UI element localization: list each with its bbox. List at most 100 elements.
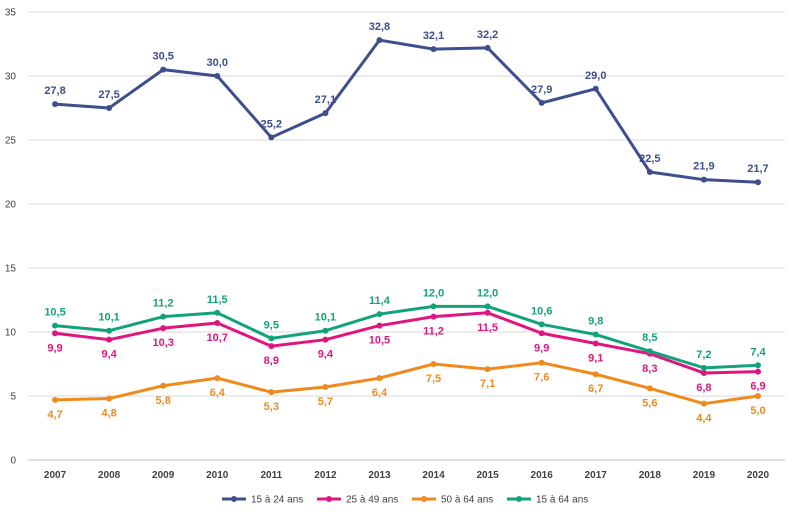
data-label: 5,3 [264, 401, 279, 413]
data-point [322, 327, 329, 334]
data-label: 4,4 [696, 413, 712, 425]
x-tick-label: 2018 [639, 470, 662, 481]
x-tick-label: 2017 [585, 470, 608, 481]
data-point [484, 44, 491, 51]
data-point [754, 368, 761, 375]
data-point [430, 361, 437, 367]
x-tick-label: 2009 [152, 470, 175, 481]
data-point [160, 66, 167, 73]
x-tick-label: 2011 [260, 470, 282, 481]
data-label: 9,9 [47, 342, 62, 354]
x-tick-label: 2015 [476, 470, 499, 481]
data-point [700, 364, 707, 371]
data-point [700, 369, 707, 376]
data-point [214, 375, 221, 382]
x-tick-label: 2012 [314, 470, 337, 481]
data-point [52, 396, 59, 403]
data-point [538, 99, 545, 106]
data-label: 7,5 [426, 373, 441, 385]
x-tick-label: 2020 [747, 470, 770, 481]
series-line [55, 361, 759, 406]
data-point [592, 85, 599, 92]
data-label: 22,5 [639, 153, 660, 165]
y-tick-label: 35 [5, 8, 17, 19]
data-label: 21,9 [693, 161, 714, 173]
data-label: 11,2 [423, 326, 444, 338]
legend-marker [326, 496, 332, 502]
data-point [268, 389, 275, 396]
data-label: 6,4 [372, 387, 388, 399]
data-label: 10,7 [207, 332, 228, 344]
series-3 [52, 303, 761, 371]
series-0 [52, 37, 761, 186]
data-point [538, 330, 545, 337]
data-point [538, 321, 545, 328]
data-point [52, 322, 59, 329]
data-point [484, 303, 491, 310]
data-point [754, 362, 761, 369]
data-label: 10,5 [44, 307, 65, 319]
data-label: 10,5 [369, 335, 390, 347]
legend-label: 25 à 49 ans [346, 495, 398, 506]
data-label: 6,8 [696, 382, 711, 394]
legend-marker [231, 496, 237, 502]
data-point [376, 311, 383, 318]
data-label: 8,3 [642, 363, 657, 375]
data-label: 30,0 [207, 57, 228, 69]
legend-item: 25 à 49 ans [317, 495, 398, 506]
data-label: 7,1 [480, 378, 495, 390]
data-point [646, 385, 653, 392]
data-label: 11,5 [207, 294, 228, 306]
data-point [106, 336, 113, 343]
series-lines [52, 37, 761, 407]
data-label: 9,5 [264, 319, 279, 331]
data-label: 6,4 [210, 387, 226, 399]
data-point [646, 169, 653, 175]
data-label: 27,8 [44, 85, 65, 97]
data-point [106, 327, 113, 334]
x-tick-label: 2007 [44, 470, 67, 481]
legend: 15 à 24 ans 25 à 49 ans 50 à 64 ans 15 à 64… [222, 495, 588, 506]
data-label: 10,1 [98, 312, 119, 324]
x-axis: 2007 2008 2009 2010 2011 2012 2013 2014 2015 2016… [28, 459, 785, 481]
data-label: 25,2 [261, 118, 282, 130]
data-point [322, 110, 329, 117]
data-label: 32,2 [477, 29, 498, 41]
data-point [430, 303, 437, 310]
series-2 [52, 359, 761, 407]
data-label: 5,6 [642, 397, 657, 409]
data-label: 7,6 [534, 372, 549, 384]
data-point [322, 336, 329, 343]
data-label: 7,4 [750, 346, 766, 358]
x-tick-label: 2013 [368, 470, 391, 481]
y-tick-label: 25 [5, 136, 17, 147]
data-label: 11,5 [477, 322, 498, 334]
data-label: 11,2 [153, 298, 174, 310]
data-point [268, 134, 275, 141]
data-point [430, 313, 437, 320]
data-point [268, 343, 275, 350]
legend-label: 50 à 64 ans [441, 495, 493, 506]
x-tick-label: 2014 [422, 470, 445, 481]
data-label: 8,9 [264, 355, 279, 367]
data-point [592, 371, 599, 378]
data-point [160, 325, 167, 332]
data-label: 9,8 [588, 316, 603, 328]
data-point [754, 179, 761, 186]
legend-marker [516, 496, 522, 502]
x-tick-label: 2010 [206, 470, 229, 481]
data-label: 8,5 [642, 332, 657, 344]
data-point [268, 335, 275, 342]
data-point [214, 73, 221, 79]
data-label: 12,0 [423, 287, 444, 299]
y-tick-label: 10 [5, 328, 17, 339]
gridlines [28, 11, 785, 461]
data-point [214, 309, 221, 316]
data-label: 5,7 [318, 396, 333, 408]
data-label: 7,2 [696, 349, 711, 361]
y-tick-label: 0 [10, 456, 16, 467]
data-point [106, 395, 113, 402]
data-label: 32,8 [369, 21, 390, 33]
data-point [700, 400, 707, 407]
